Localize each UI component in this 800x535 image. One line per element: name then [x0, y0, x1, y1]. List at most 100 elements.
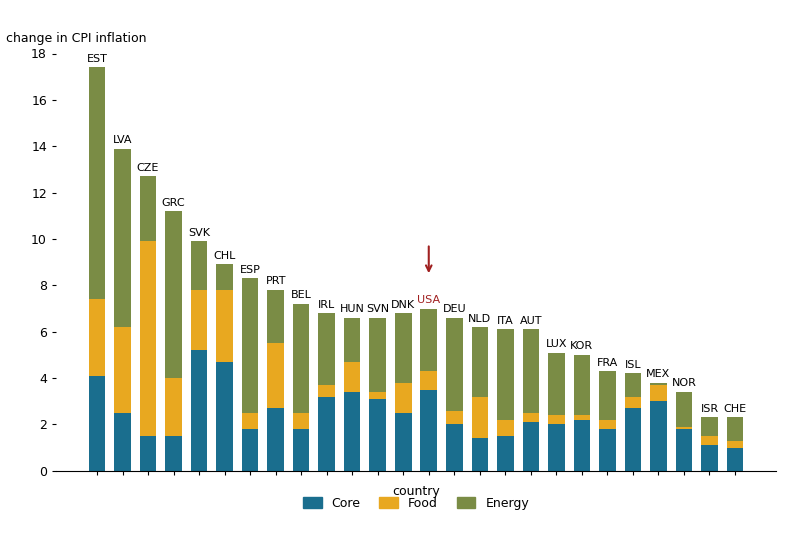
Bar — [216, 290, 233, 362]
Bar — [421, 309, 437, 371]
Bar — [676, 429, 692, 471]
Bar — [395, 413, 411, 471]
Bar — [625, 396, 641, 408]
Text: EST: EST — [86, 54, 107, 64]
Bar — [497, 330, 514, 420]
Text: HUN: HUN — [340, 304, 365, 314]
Bar — [726, 448, 743, 471]
Bar — [650, 383, 666, 385]
Bar — [166, 378, 182, 436]
Text: GRC: GRC — [162, 197, 186, 208]
Text: ITA: ITA — [497, 316, 514, 326]
Text: ESP: ESP — [240, 265, 261, 275]
Bar — [166, 436, 182, 471]
Text: DEU: DEU — [442, 304, 466, 314]
Bar — [344, 392, 361, 471]
Bar — [216, 264, 233, 290]
Text: SVN: SVN — [366, 304, 390, 314]
Text: NOR: NOR — [671, 378, 696, 388]
Bar — [370, 399, 386, 471]
Bar — [574, 415, 590, 420]
Text: NLD: NLD — [468, 314, 491, 324]
Legend: Core, Food, Energy: Core, Food, Energy — [298, 492, 534, 515]
Text: LVA: LVA — [113, 135, 132, 145]
Bar — [548, 353, 565, 415]
Bar — [599, 429, 616, 471]
Bar — [676, 427, 692, 429]
Bar — [471, 396, 488, 438]
Bar — [522, 413, 539, 422]
Bar — [446, 410, 462, 424]
Bar — [701, 445, 718, 471]
Bar — [497, 420, 514, 436]
Text: CHE: CHE — [723, 404, 746, 414]
Bar — [599, 371, 616, 420]
Bar — [344, 318, 361, 362]
Bar — [318, 313, 335, 385]
Text: SVK: SVK — [188, 228, 210, 238]
Bar — [650, 401, 666, 471]
Bar — [293, 304, 310, 413]
Bar — [548, 424, 565, 471]
Bar — [89, 299, 106, 376]
Bar — [471, 327, 488, 396]
Text: FRA: FRA — [597, 357, 618, 368]
Bar — [242, 429, 258, 471]
X-axis label: country: country — [392, 485, 440, 499]
Bar — [726, 417, 743, 441]
Bar — [166, 211, 182, 378]
Bar — [344, 362, 361, 392]
Bar — [140, 241, 156, 436]
Bar — [89, 376, 106, 471]
Bar — [446, 318, 462, 410]
Bar — [267, 408, 284, 471]
Text: MEX: MEX — [646, 369, 670, 379]
Bar — [522, 330, 539, 413]
Bar — [599, 420, 616, 429]
Bar — [548, 415, 565, 424]
Text: ISR: ISR — [700, 404, 718, 414]
Bar — [242, 413, 258, 429]
Bar — [114, 413, 131, 471]
Bar — [242, 278, 258, 413]
Text: KOR: KOR — [570, 341, 594, 351]
Bar — [726, 441, 743, 448]
Bar — [574, 355, 590, 415]
Bar — [293, 429, 310, 471]
Bar — [318, 385, 335, 396]
Bar — [267, 343, 284, 408]
Bar — [318, 396, 335, 471]
Bar — [370, 392, 386, 399]
Text: CHL: CHL — [214, 251, 236, 261]
Bar — [395, 383, 411, 413]
Text: IRL: IRL — [318, 300, 335, 310]
Text: ISL: ISL — [625, 360, 642, 370]
Text: PRT: PRT — [266, 277, 286, 287]
Bar — [701, 417, 718, 436]
Bar — [293, 413, 310, 429]
Bar — [114, 327, 131, 413]
Bar — [650, 385, 666, 401]
Bar — [701, 436, 718, 445]
Bar — [522, 422, 539, 471]
Bar — [140, 177, 156, 241]
Text: AUT: AUT — [519, 316, 542, 326]
Text: DNK: DNK — [391, 300, 415, 310]
Bar — [421, 371, 437, 389]
Text: BEL: BEL — [290, 291, 312, 300]
Bar — [89, 67, 106, 299]
Bar — [216, 362, 233, 471]
Bar — [267, 290, 284, 343]
Bar — [625, 373, 641, 396]
Text: change in CPI inflation: change in CPI inflation — [6, 32, 146, 45]
Text: USA: USA — [417, 295, 440, 305]
Bar — [370, 318, 386, 392]
Bar — [421, 389, 437, 471]
Text: CZE: CZE — [137, 163, 159, 173]
Bar — [114, 149, 131, 327]
Bar — [446, 424, 462, 471]
Bar — [140, 436, 156, 471]
Bar — [574, 420, 590, 471]
Bar — [676, 392, 692, 427]
Text: LUX: LUX — [546, 339, 567, 349]
